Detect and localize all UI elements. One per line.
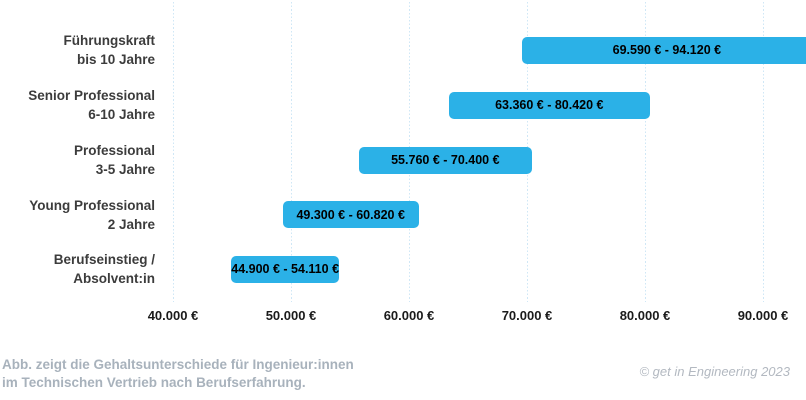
x-tick-label: 40.000 € [147, 308, 199, 323]
x-tick-label: 80.000 € [619, 308, 671, 323]
range-bar: 55.760 € - 70.400 € [358, 146, 532, 174]
x-tick-label: 60.000 € [383, 308, 435, 323]
gridline-50000 [290, 2, 292, 302]
x-tick-label: 50.000 € [265, 308, 317, 323]
category-label: Führungskraft bis 10 Jahre [63, 33, 155, 67]
footer-note: Abb. zeigt die Gehaltsunterschiede für I… [2, 356, 354, 391]
range-bar-label: 44.900 € - 54.110 € [231, 262, 340, 276]
category-label: Professional 3-5 Jahre [73, 143, 155, 177]
range-bar: 69.590 € - 94.120 € [522, 36, 806, 64]
range-bar: 44.900 € - 54.110 € [230, 255, 340, 283]
range-bar-label: 49.300 € - 60.820 € [296, 207, 405, 222]
gridline-40000 [172, 2, 174, 302]
x-axis: 40.000 € 50.000 € 60.000 € 70.000 € 80.000 €… [0, 308, 806, 328]
category-label: Young Professional 2 Jahre [29, 197, 155, 232]
range-bar: 63.360 € - 80.420 € [448, 91, 650, 119]
range-bar-label: 55.760 € - 70.400 € [391, 153, 500, 167]
category-label: Senior Professional 6-10 Jahre [28, 88, 155, 122]
range-bar-label: 69.590 € - 94.120 € [612, 43, 722, 57]
gridline-80000 [644, 2, 646, 302]
x-tick-label: 90.000 € [737, 308, 789, 323]
x-tick-label: 70.000 € [501, 308, 553, 323]
gridline-90000 [762, 2, 764, 302]
plot-area: Führungskraft bis 10 Jahre 69.590 € - 94.… [28, 2, 806, 302]
category-label: Berufseinstieg / Absolvent:in [53, 252, 155, 286]
footer-note-line1: Abb. zeigt die Gehaltsunterschiede für I… [2, 357, 354, 372]
copyright-text: © get in Engineering 2023 [639, 364, 790, 379]
range-bar-label: 63.360 € - 80.420 € [495, 98, 604, 112]
range-bar: 49.300 € - 60.820 € [282, 201, 419, 228]
footer-note-line2: im Technischen Vertrieb nach Berufserfah… [2, 374, 306, 390]
